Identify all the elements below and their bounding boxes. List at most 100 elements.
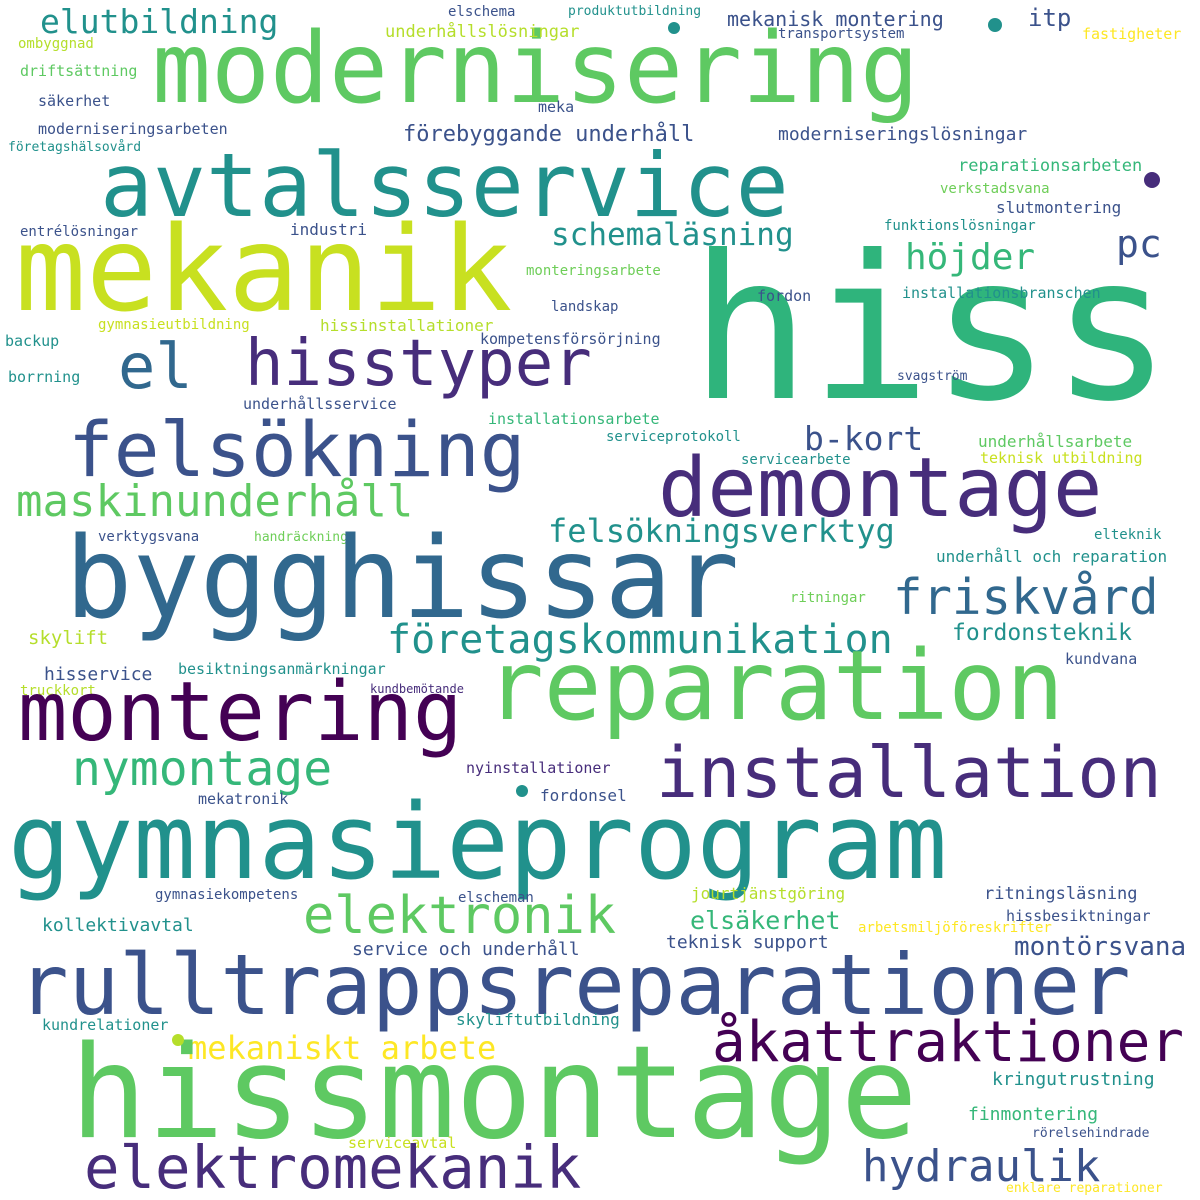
word: avtalsservice [100, 134, 789, 237]
word: friskvård [893, 569, 1159, 626]
word: enklare reparationer [1006, 1181, 1163, 1196]
word: kundbemötande [370, 682, 464, 696]
word: nymontage [72, 741, 333, 797]
word: säkerhet [38, 92, 111, 110]
word: besiktningsanmärkningar [178, 660, 386, 678]
word: nyinstallationer [466, 759, 611, 777]
word: landskap [551, 299, 619, 315]
word: maskinunderhåll [16, 476, 414, 527]
word: montering [18, 665, 463, 760]
word: elutbildning [40, 2, 279, 41]
word: kundrelationer [42, 1016, 169, 1034]
word: felsökning [68, 405, 526, 494]
decorative-dot [1144, 172, 1160, 188]
word: skylift [28, 627, 109, 649]
word: elscheman [458, 890, 534, 906]
word: hissbesiktningar [1006, 907, 1151, 925]
word: underhåll och reparation [936, 547, 1168, 566]
word: ritningsläsning [984, 884, 1138, 904]
word: kompetensförsörjning [480, 330, 661, 348]
word: reparationsarbeten [958, 156, 1143, 176]
decorative-dot [668, 22, 680, 34]
word: hiss [690, 213, 1172, 446]
word: pc [1116, 222, 1162, 266]
word: transportsystem [778, 26, 905, 42]
word: itp [1028, 4, 1072, 32]
word: gymnasieutbildning [98, 317, 250, 333]
word: elteknik [1094, 527, 1162, 543]
word: entrélösningar [20, 224, 139, 240]
word: moderniseringsarbeten [38, 120, 228, 138]
word: underhållslösningar [385, 22, 580, 42]
word: elektromekanik [84, 1133, 582, 1200]
word: rörelsehindrade [1032, 1126, 1150, 1141]
word: höjder [905, 237, 1036, 278]
word: gymnasiekompetens [155, 887, 299, 903]
word: schemaläsning [551, 217, 794, 253]
word: hissmontage [70, 1019, 918, 1168]
word: teknisk support [666, 932, 829, 953]
word: ombyggnad [18, 36, 94, 52]
word: demontage [658, 441, 1103, 536]
word: el [118, 330, 193, 403]
word: skyliftutbildning [456, 1010, 620, 1029]
word: kringutrustning [992, 1069, 1155, 1090]
word: underhållsarbete [978, 432, 1133, 451]
word: företagskommunikation [387, 617, 893, 663]
word: arbetsmiljöföreskrifter [858, 920, 1052, 936]
word: slutmontering [996, 198, 1122, 217]
word: moderniseringslösningar [778, 124, 1028, 145]
word: kollektivavtal [42, 915, 194, 936]
word: rulltrappsreparationer [18, 936, 1131, 1034]
word: monteringsarbete [526, 263, 661, 279]
word: backup [5, 332, 60, 350]
word: montörsvana [1014, 932, 1187, 962]
word: reparation [486, 630, 1064, 742]
word: driftsättning [20, 62, 138, 80]
word: produktutbildning [568, 4, 702, 19]
word: verkstadsvana [940, 181, 1050, 197]
word: fordon [757, 287, 812, 305]
word: hisservice [44, 664, 153, 685]
word: finmontering [968, 1104, 1099, 1125]
word: installationsarbete [488, 410, 660, 428]
word: truckkort [20, 683, 96, 699]
word: fordonsteknik [952, 620, 1133, 646]
word: mekanik [15, 200, 513, 338]
word: b-kort [804, 419, 924, 458]
word: fastigheter [1082, 25, 1182, 43]
decorative-dot [172, 1034, 184, 1046]
word: elektronik [303, 886, 617, 946]
word: jourtjänstgöring [691, 884, 846, 903]
word: kundvana [1065, 650, 1138, 668]
word: industri [290, 220, 368, 239]
word: installationsbranschen [902, 284, 1101, 302]
word: teknisk utbildning [980, 449, 1143, 467]
word: hydraulik [862, 1141, 1101, 1192]
word: underhållsservice [243, 395, 397, 413]
word: installation [656, 732, 1162, 814]
word: företagshälsovård [8, 140, 142, 155]
word: modernisering [152, 12, 920, 126]
word: servicearbete [741, 452, 851, 468]
word: borrning [8, 368, 81, 386]
word: handräckning [254, 530, 348, 545]
word: gymnasieprogram [8, 781, 948, 903]
word: serviceprotokoll [606, 429, 741, 445]
word: elsäkerhet [690, 906, 841, 935]
decorative-dot [988, 18, 1002, 32]
decorative-dot [516, 785, 528, 797]
word: funktionslösningar [884, 218, 1036, 234]
word: service och underhåll [352, 939, 580, 960]
word: hissinstallationer [320, 316, 494, 335]
word: felsökningsverktyg [548, 512, 895, 550]
word: svagström [897, 369, 968, 384]
word: serviceavtal [348, 1134, 457, 1152]
word: verktygsvana [98, 529, 200, 545]
word: åkattraktioner [712, 1010, 1185, 1075]
word: bygghissar [65, 514, 740, 644]
word: hisstyper [245, 327, 592, 401]
word: elschema [448, 4, 516, 20]
word: förebyggande underhåll [403, 122, 695, 147]
word: fordonsel [540, 786, 627, 805]
